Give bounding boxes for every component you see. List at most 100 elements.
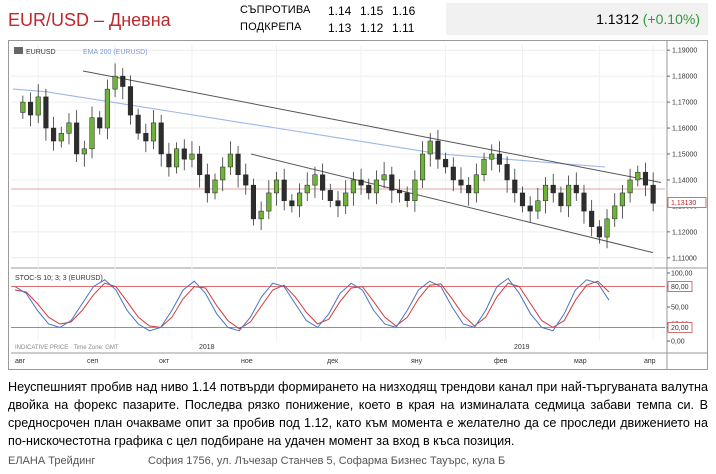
candle-body bbox=[358, 179, 364, 186]
candle-body bbox=[573, 184, 579, 194]
chart-area: 1,19000 1,18000 1,17000 1,16000 1,15000 1,140… bbox=[8, 40, 708, 370]
candle-body bbox=[58, 132, 64, 142]
candle-body bbox=[427, 140, 433, 155]
candle-body bbox=[150, 122, 157, 142]
candle-body bbox=[51, 127, 57, 142]
stoch-y-tick-label: 100,00 bbox=[671, 271, 693, 278]
candle-body bbox=[204, 174, 210, 194]
stoch-y-tick-label: 80,00 bbox=[671, 284, 689, 291]
header: EUR/USD – Дневна Съпротива 1.14 1.15 1.1… bbox=[0, 0, 716, 38]
candle-body bbox=[581, 192, 587, 212]
candle-body bbox=[266, 192, 272, 212]
x-tick-label: сеп bbox=[87, 358, 98, 365]
resistance-level-2: 1.15 bbox=[360, 4, 384, 18]
trend-upper-line bbox=[82, 70, 662, 184]
main-y-tick-label: 1,15000 bbox=[672, 152, 697, 159]
candle-body bbox=[212, 179, 218, 194]
candle-body bbox=[596, 226, 602, 238]
x-tick-label: ное bbox=[241, 358, 253, 365]
candle-body bbox=[412, 179, 418, 201]
stoch-y-tick-label: 50,00 bbox=[671, 305, 689, 312]
candle-body bbox=[135, 114, 141, 134]
footer-address: София 1756, ул. Лъчезар Станчев 5, Софар… bbox=[148, 455, 506, 467]
candle-body bbox=[227, 153, 233, 168]
candle-body bbox=[189, 153, 195, 160]
last-price-label: 1,13130 bbox=[671, 200, 696, 207]
candle-body bbox=[443, 158, 449, 168]
stoch-y-tick-label: 0,00 bbox=[671, 339, 685, 346]
candle-body bbox=[635, 171, 641, 181]
candle-body bbox=[366, 184, 372, 194]
candle-body bbox=[143, 132, 149, 142]
resistance-level-3: 1.16 bbox=[392, 4, 416, 18]
candle-body bbox=[619, 192, 625, 207]
candle-body bbox=[297, 192, 303, 207]
candle-body bbox=[281, 179, 287, 201]
candle-body bbox=[558, 192, 564, 207]
x-tick-label: дек bbox=[327, 358, 339, 365]
candle-body bbox=[350, 179, 356, 194]
resistance-level-1: 1.14 bbox=[328, 4, 352, 18]
price-value: 1.1312 bbox=[596, 11, 639, 27]
candle-body bbox=[504, 164, 510, 181]
stoch-level-box bbox=[667, 321, 693, 333]
candle-body bbox=[20, 101, 26, 113]
candle-body bbox=[327, 190, 333, 201]
page-title: EUR/USD – Дневна bbox=[8, 10, 171, 30]
candle-body bbox=[466, 184, 472, 194]
legend-ema200: EMA 200 (EURUSD) bbox=[83, 49, 148, 56]
x-tick-label: фев bbox=[494, 358, 508, 365]
candle-body bbox=[481, 158, 487, 176]
candle-body bbox=[235, 153, 241, 176]
support-level-1: 1.13 bbox=[328, 21, 352, 35]
candle-body bbox=[166, 153, 172, 168]
trend-lower-line bbox=[250, 153, 654, 254]
stoch-y-tick-label: 20,00 bbox=[671, 325, 689, 332]
candle-body bbox=[542, 184, 549, 201]
candle-body bbox=[97, 117, 103, 129]
candle-body bbox=[174, 148, 180, 168]
chart-logo-icon bbox=[14, 47, 23, 54]
candle-body bbox=[527, 205, 533, 212]
main-y-tick-label: 1,18000 bbox=[672, 74, 697, 81]
candle-body bbox=[496, 153, 502, 165]
candle-body bbox=[396, 190, 403, 194]
main-y-tick-label: 1,19000 bbox=[672, 48, 697, 55]
stoch-footer-label: INDICATIVE PRICE · Time Zone: GMT bbox=[15, 345, 119, 351]
main-y-tick-label: 1,14000 bbox=[672, 177, 697, 184]
candle-body bbox=[335, 200, 341, 207]
candle-body bbox=[550, 184, 556, 194]
x-tick-label: авг bbox=[15, 358, 26, 365]
candle-body bbox=[650, 184, 656, 204]
candle-body bbox=[27, 101, 34, 116]
candle-body bbox=[289, 200, 295, 207]
candle-body bbox=[473, 174, 479, 194]
candle-body bbox=[312, 174, 318, 186]
footer-company: ЕЛАНА Трейдинг bbox=[8, 455, 96, 467]
x-tick-label: апр bbox=[644, 358, 656, 365]
candle-body bbox=[258, 210, 264, 220]
candle-body bbox=[43, 96, 49, 129]
candle-body bbox=[120, 75, 126, 87]
candle-body bbox=[489, 153, 495, 160]
ema200-line bbox=[12, 88, 606, 168]
candle-body bbox=[381, 174, 387, 181]
candle-body bbox=[81, 148, 87, 155]
x-tick-label: мар bbox=[574, 358, 587, 365]
candle-body bbox=[604, 218, 610, 238]
current-price: 1.1312 (+0.10%) bbox=[596, 11, 700, 27]
price-chart-svg: 1,19000 1,18000 1,17000 1,16000 1,15000 1,140… bbox=[11, 41, 707, 369]
x-tick-label: яну bbox=[411, 358, 423, 365]
candle-body bbox=[404, 192, 410, 201]
candle-body bbox=[35, 96, 41, 116]
candle-body bbox=[89, 117, 95, 150]
candle-body bbox=[273, 179, 280, 194]
candle-body bbox=[74, 122, 80, 155]
candle-body bbox=[250, 184, 257, 220]
candle-body bbox=[512, 179, 518, 194]
candle-body bbox=[589, 210, 595, 227]
support-level-3: 1.11 bbox=[392, 21, 415, 35]
candle-body bbox=[566, 184, 572, 207]
stoch-legend: STOC-S 10; 3; 3 (EURUSD) bbox=[15, 275, 103, 282]
year-label-2018: 2018 bbox=[199, 344, 215, 351]
